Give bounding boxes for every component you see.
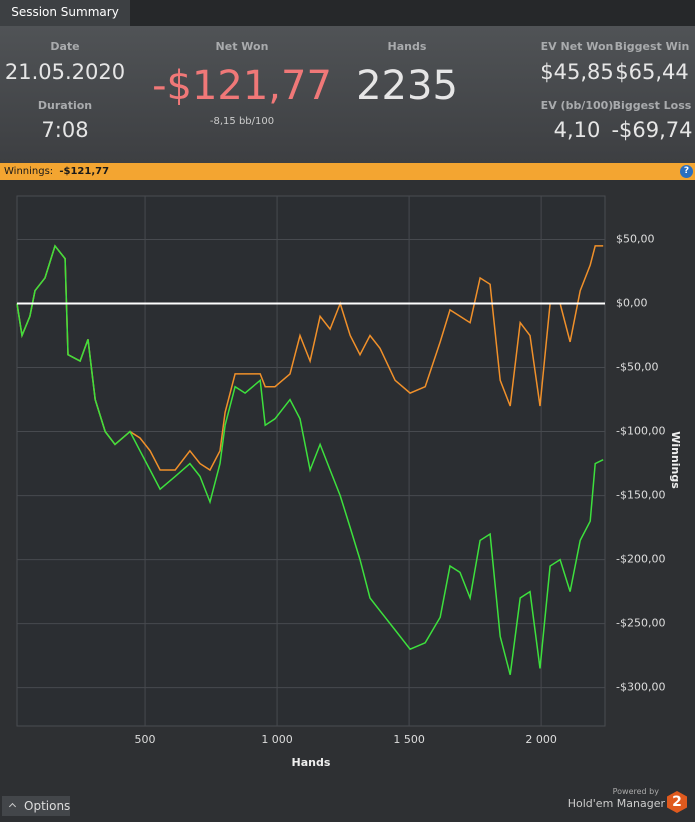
y-tick-label: -$200,00 <box>616 553 665 566</box>
x-tick-label: 1 500 <box>393 733 425 746</box>
stat-label: EV (bb/100) <box>540 99 614 112</box>
stat-label: Biggest Win <box>614 40 690 53</box>
stat-label: Date <box>50 40 80 53</box>
y-tick-label: -$250,00 <box>616 617 665 630</box>
stat-value: -$121,77 <box>152 63 332 109</box>
stat-label: Biggest Loss <box>612 99 692 112</box>
y-axis-label: Winnings <box>669 431 682 489</box>
stat-sub: -8,15 bb/100 <box>209 116 275 127</box>
brand: Hold'em Manager <box>567 797 665 810</box>
options-button[interactable]: Options <box>2 796 70 816</box>
y-tick-label: -$300,00 <box>616 681 665 694</box>
stat-value: -$69,74 <box>611 118 693 142</box>
tab-bar: Session Summary <box>0 0 695 26</box>
help-icon[interactable]: ? <box>680 165 693 178</box>
stat-label: Duration <box>37 99 93 112</box>
chevron-icon <box>8 802 17 811</box>
stat-value: $65,44 <box>615 60 689 84</box>
plot-area <box>16 195 606 727</box>
x-tick-label: 2 000 <box>525 733 557 746</box>
winnings-label: Winnings: <box>4 166 54 177</box>
stat-value: 21.05.2020 <box>4 60 126 84</box>
stat-label: Net Won <box>215 40 269 53</box>
powered-by: Powered by <box>612 787 659 796</box>
brand-logo: 2 <box>667 791 687 813</box>
y-tick-label: -$100,00 <box>616 425 665 438</box>
winnings-bar: Winnings: -$121,77 ? <box>0 163 695 180</box>
stat-label: EV Net Won <box>540 40 614 53</box>
y-tick-label: $0,00 <box>616 297 648 310</box>
options-label: Options <box>24 799 71 813</box>
stat-value: 4,10 <box>553 118 601 142</box>
chart: $50,00 $0,00 -$50,00 -$100,00 -$150,00 -$200,… <box>16 195 682 769</box>
x-tick-label: 1 000 <box>261 733 293 746</box>
stat-value: $45,85 <box>540 60 614 84</box>
summary-panel: Date 21.05.2020 Duration 7:08 Net Won -$… <box>0 26 695 163</box>
series-line <box>16 244 604 675</box>
x-axis-label: Hands <box>292 756 331 769</box>
tab[interactable]: Session Summary <box>0 0 130 26</box>
y-tick-label: -$50,00 <box>616 361 658 374</box>
stat-label: Hands <box>387 40 427 53</box>
stat-value: 7:08 <box>41 118 89 142</box>
stat-value: 2235 <box>356 63 458 109</box>
winnings-value: -$121,77 <box>59 166 110 177</box>
y-tick-label: -$150,00 <box>616 489 665 502</box>
y-tick-label: $50,00 <box>616 233 655 246</box>
x-tick-label: 500 <box>135 733 156 746</box>
